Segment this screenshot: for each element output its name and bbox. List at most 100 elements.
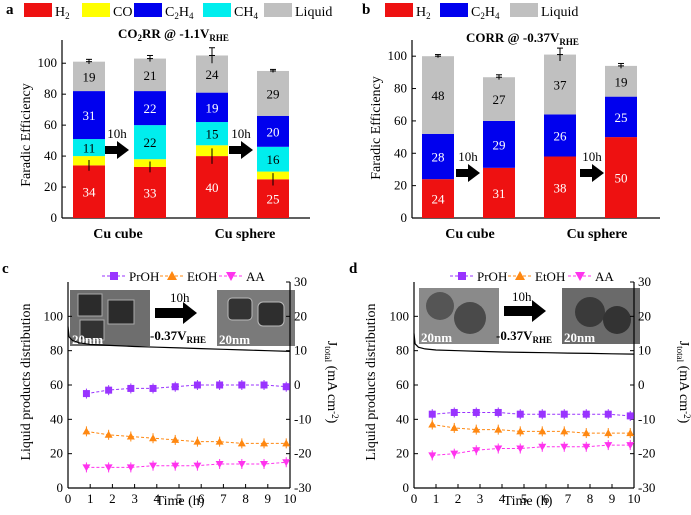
legend-d-proh-marker <box>458 272 466 280</box>
legend-c-proh-label: PrOH <box>129 269 159 284</box>
series-line-d-PrOH <box>432 412 631 417</box>
x-tick-label-c-5: 5 <box>176 491 183 506</box>
legend-b-h2-label: H2 <box>416 5 431 21</box>
point-c-PrOH-0 <box>82 390 90 398</box>
x-tick-label-c-6: 6 <box>198 491 205 506</box>
y-tick-label-a-60: 60 <box>44 117 57 132</box>
bar-b-H2-2 <box>544 156 576 218</box>
x-tick-label-d-4: 4 <box>499 491 506 506</box>
ylabel-b: Faradic Efficiency <box>369 76 384 180</box>
legend-d: PrOH EtOH AA <box>450 269 614 284</box>
legend-a-h2-swatch <box>24 3 52 17</box>
y-tick-label-d-80: 80 <box>396 343 409 358</box>
y-tick-label-a-40: 40 <box>44 148 57 163</box>
y-tick-label-d-100: 100 <box>390 308 410 323</box>
y-tick-label-c-80: 80 <box>50 343 63 358</box>
legend-c: PrOH EtOH AA <box>102 269 265 284</box>
series-line-d-EtOH <box>432 424 631 434</box>
point-c-EtOH-3 <box>149 434 158 442</box>
bar-label-a-CH4-1: 22 <box>144 135 157 150</box>
bar-b-C2H4-3 <box>605 96 637 138</box>
bar-label-a-CH4-3: 16 <box>267 152 281 167</box>
bar-label-b-Liquid-0: 48 <box>432 88 445 103</box>
y-tick-label-b-60: 60 <box>394 113 407 128</box>
bar-a-Liquid-1 <box>134 58 166 92</box>
bar-a-H2-0 <box>73 165 105 218</box>
y-tick-label-b-80: 80 <box>394 81 407 96</box>
point-d-EtOH-7 <box>582 429 591 437</box>
y-tick-label-c-60: 60 <box>50 377 63 392</box>
bar-label-a-C2H4-1: 22 <box>144 101 157 116</box>
legend-b: H2 C2H4 Liquid <box>385 3 578 21</box>
bar-label-b-H2-3: 50 <box>615 171 628 186</box>
point-c-EtOH-2 <box>126 432 135 440</box>
legend-d-etoh-label: EtOH <box>535 269 565 284</box>
arrow-a-1 <box>229 141 253 159</box>
y-tick-label-b-0: 0 <box>401 210 408 225</box>
y-tick-label-b-20: 20 <box>394 178 407 193</box>
point-c-PrOH-7 <box>238 381 246 389</box>
point-c-EtOH-0 <box>82 427 91 435</box>
bar-label-b-C2H4-0: 28 <box>432 150 445 165</box>
point-d-AA-0 <box>428 452 437 460</box>
arrow-label-a-1: 10h <box>231 126 251 141</box>
y-tick-label-a-100: 100 <box>38 55 58 70</box>
bar-label-b-C2H4-2: 26 <box>554 128 568 143</box>
point-d-PrOH-8 <box>604 410 612 418</box>
arrow-label-d: 10h <box>512 289 532 304</box>
series-line-c-EtOH <box>86 430 287 444</box>
x-tick-label-d-2: 2 <box>455 491 462 506</box>
point-c-PrOH-4 <box>171 383 179 391</box>
bar-a-C2H4-3 <box>257 115 289 147</box>
bar-a-C2H4-1 <box>134 91 166 126</box>
legend-d-aa-marker <box>575 272 585 281</box>
arrow-b-1 <box>580 164 604 182</box>
y2label-c: Jtotal (mA cm-2) <box>323 341 340 424</box>
bar-label-b-Liquid-2: 37 <box>554 78 568 93</box>
scale-bar-d-1: 20nm <box>421 330 452 345</box>
arrow-label-b-1: 10h <box>582 149 602 164</box>
y2-tick-label-c-10: 10 <box>294 343 307 358</box>
bar-a-C2H4-2 <box>196 92 228 123</box>
tem-sphere-2 <box>454 302 486 334</box>
point-c-PrOH-2 <box>127 384 135 392</box>
tem-cube-5 <box>257 301 285 327</box>
point-d-AA-5 <box>538 443 547 451</box>
legend-c-aa-marker <box>226 272 236 281</box>
legend-a-c2h4-label: C2H4 <box>165 5 194 21</box>
x-tick-label-c-9: 9 <box>265 491 272 506</box>
panel-label-c: c <box>2 261 9 277</box>
y-tick-label-a-0: 0 <box>51 210 58 225</box>
legend-c-aa-label: AA <box>246 269 265 284</box>
point-c-EtOH-8 <box>260 439 269 447</box>
series-line-c-PrOH <box>86 384 287 395</box>
current-line-c <box>67 326 291 352</box>
tem-cube-3 <box>79 319 105 341</box>
series-line-c-AA <box>86 461 287 468</box>
legend-b-h2-swatch <box>385 3 413 17</box>
legend-b-liquid-swatch <box>510 3 538 17</box>
point-d-PrOH-9 <box>626 412 634 420</box>
bar-label-a-H2-1: 33 <box>144 185 157 200</box>
bar-label-a-Liquid-2: 24 <box>206 67 220 82</box>
x-tick-label-d-7: 7 <box>565 491 572 506</box>
bar-label-a-Liquid-0: 19 <box>83 69 96 84</box>
legend-d-etoh-marker <box>515 271 525 280</box>
tem-cube-1 <box>77 293 103 317</box>
point-d-EtOH-8 <box>604 429 613 437</box>
legend-d-aa-label: AA <box>595 269 614 284</box>
point-d-EtOH-4 <box>516 427 525 435</box>
x-tick-label-d-8: 8 <box>587 491 594 506</box>
point-d-AA-8 <box>604 442 613 450</box>
point-d-PrOH-4 <box>516 410 524 418</box>
potential-d: -0.37VRHE <box>496 328 552 345</box>
panel-label-a: a <box>6 2 14 18</box>
legend-b-liquid-label: Liquid <box>541 5 578 20</box>
arrow-d <box>504 300 546 322</box>
bar-label-a-H2-3: 25 <box>267 192 280 207</box>
arrow-label-a-0: 10h <box>107 126 127 141</box>
y2-tick-label-d--20: -20 <box>638 446 655 461</box>
bar-b-Liquid-1 <box>483 77 515 121</box>
point-c-AA-0 <box>82 464 91 472</box>
legend-a-ch4-label: CH4 <box>234 5 258 21</box>
